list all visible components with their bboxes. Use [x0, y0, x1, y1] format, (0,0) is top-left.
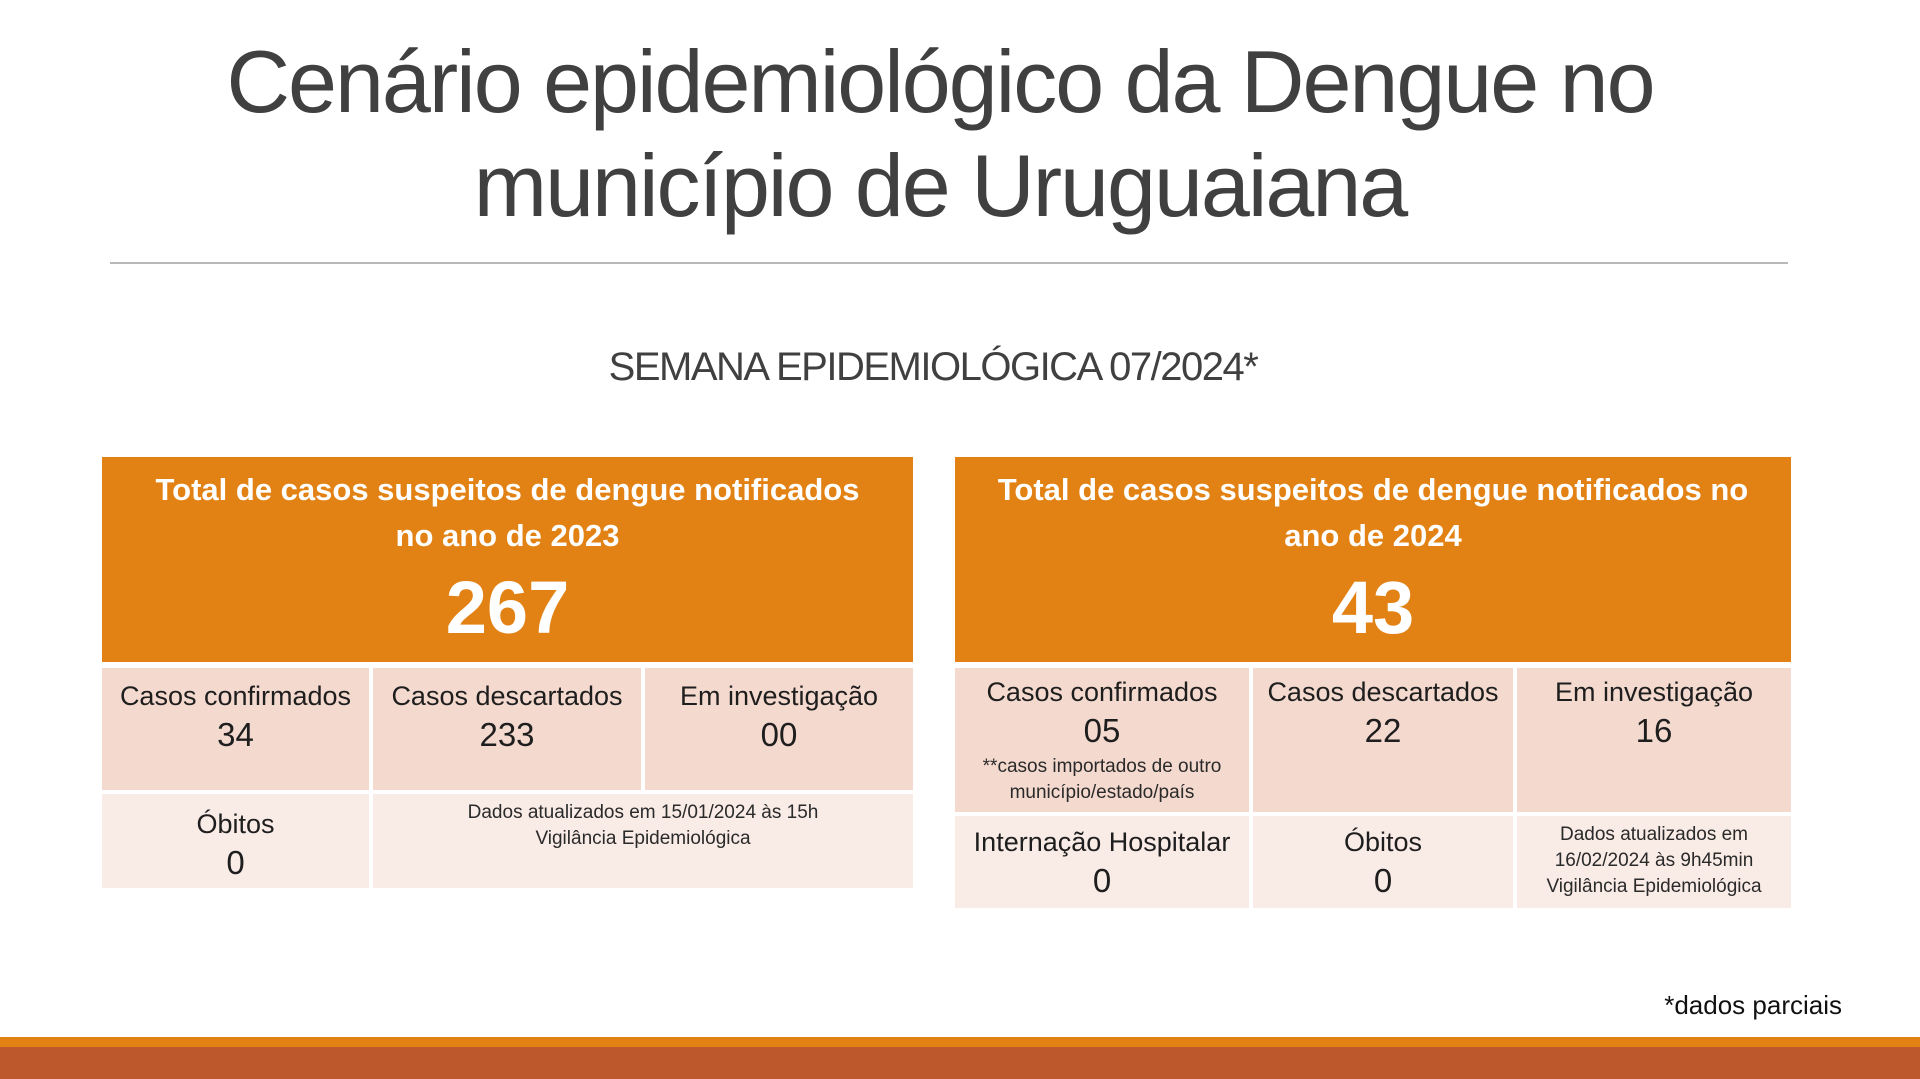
card-2024-hospitalization-cell: Internação Hospitalar 0	[955, 816, 1249, 908]
discarded-value: 233	[479, 716, 535, 753]
card-2023-deaths-cell: Óbitos 0	[102, 794, 369, 888]
update-info-line-1: Dados atualizados em 15/01/2024 às 15h	[467, 802, 819, 823]
hospitalization-label: Internação Hospitalar	[973, 827, 1231, 857]
slide-title: Cenário epidemiológico da Dengue no muni…	[120, 30, 1760, 238]
deaths-value: 0	[1373, 862, 1393, 899]
confirmed-value: 05	[1083, 712, 1121, 749]
title-divider	[110, 262, 1788, 264]
update-info-line-1: Dados atualizados em	[1560, 824, 1748, 845]
card-2024: Total de casos suspeitos de dengue notif…	[955, 457, 1791, 908]
card-2023-header-text: Total de casos suspeitos de dengue notif…	[102, 457, 913, 559]
slide-title-line-2: município de Uruguaiana	[473, 136, 1408, 235]
confirmed-label: Casos confirmados	[119, 681, 352, 711]
card-2023-investigation-cell: Em investigação 00	[645, 668, 913, 790]
card-2023: Total de casos suspeitos de dengue notif…	[102, 457, 913, 888]
card-2023-header-line-1: Total de casos suspeitos de dengue notif…	[155, 472, 860, 507]
investigation-label: Em investigação	[679, 681, 879, 711]
card-2024-deaths-cell: Óbitos 0	[1253, 816, 1513, 908]
card-2024-header-text: Total de casos suspeitos de dengue notif…	[955, 457, 1791, 559]
discarded-label: Casos descartados	[391, 681, 623, 711]
card-2023-discarded-cell: Casos descartados 233	[373, 668, 641, 790]
investigation-value: 00	[760, 716, 798, 753]
card-2024-header-line-1: Total de casos suspeitos de dengue notif…	[997, 472, 1749, 507]
imported-cases-note-line-2: município/estado/país	[1009, 782, 1195, 803]
card-2024-total: 43	[1331, 566, 1415, 649]
partial-data-footnote: *dados parciais	[1664, 990, 1842, 1020]
slide-title-line-1: Cenário epidemiológico da Dengue no	[226, 32, 1655, 131]
imported-cases-note-line-1: **casos importados de outro	[982, 756, 1222, 777]
discarded-value: 22	[1364, 712, 1402, 749]
confirmed-value: 34	[217, 716, 254, 753]
bottom-accent-bar	[0, 1037, 1920, 1047]
card-2024-header: Total de casos suspeitos de dengue notif…	[955, 457, 1791, 662]
update-info-line-2: Vigilância Epidemiológica	[535, 828, 751, 849]
bottom-footer-bar	[0, 1047, 1920, 1079]
update-info-line-3: Vigilância Epidemiológica	[1546, 876, 1762, 897]
update-info-line-2: 16/02/2024 às 9h45min	[1554, 850, 1754, 871]
epidemiological-week-subtitle: SEMANA EPIDEMIOLÓGICA 07/2024*	[608, 345, 1259, 389]
card-2024-update-cell: Dados atualizados em 16/02/2024 às 9h45m…	[1517, 816, 1791, 908]
deaths-value: 0	[226, 844, 245, 881]
card-2024-investigation-cell: Em investigação 16	[1517, 668, 1791, 812]
card-2024-header-line-2: ano de 2024	[1284, 518, 1462, 553]
card-2023-header: Total de casos suspeitos de dengue notif…	[102, 457, 913, 662]
card-2023-confirmed-cell: Casos confirmados 34	[102, 668, 369, 790]
discarded-label: Casos descartados	[1267, 677, 1499, 707]
deaths-label: Óbitos	[196, 809, 275, 839]
investigation-label: Em investigação	[1554, 677, 1754, 707]
card-2024-confirmed-cell: Casos confirmados 05 **casos importados …	[955, 668, 1249, 812]
card-2023-total: 267	[445, 566, 570, 649]
card-2023-update-cell: Dados atualizados em 15/01/2024 às 15h V…	[373, 794, 913, 888]
investigation-value: 16	[1635, 712, 1673, 749]
hospitalization-value: 0	[1092, 862, 1112, 899]
deaths-label: Óbitos	[1343, 827, 1423, 857]
card-2024-discarded-cell: Casos descartados 22	[1253, 668, 1513, 812]
confirmed-label: Casos confirmados	[986, 677, 1218, 707]
card-2023-header-line-2: no ano de 2023	[395, 518, 620, 553]
